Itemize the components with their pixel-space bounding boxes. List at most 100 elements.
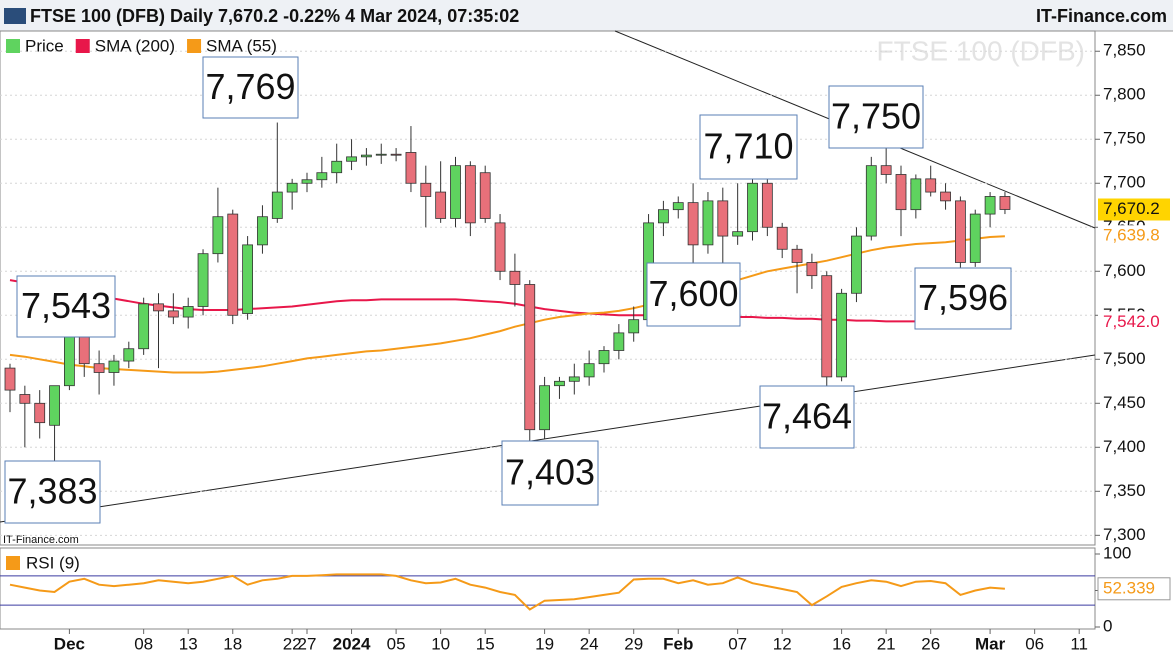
annotation: 7,769	[205, 66, 295, 107]
last-value-label: 7,670.2	[1103, 199, 1160, 218]
x-tick-label: Feb	[663, 634, 693, 653]
candle-body	[598, 350, 610, 365]
y-tick-label: 7,850	[1103, 41, 1146, 60]
y-tick-label: 7,500	[1103, 349, 1146, 368]
x-tick-label: 08	[134, 634, 153, 653]
candle-body	[212, 216, 224, 255]
sma-line	[9, 235, 1005, 374]
candle-body	[123, 348, 135, 362]
legend-swatch	[187, 39, 202, 53]
candle-body	[969, 213, 981, 263]
annotation: 7,543	[21, 285, 111, 326]
candle-body	[747, 182, 758, 233]
candle-body	[34, 402, 46, 424]
candle-body	[375, 153, 387, 156]
candle-body	[64, 332, 75, 387]
last-value-box	[1098, 225, 1170, 248]
candle-body	[242, 244, 254, 314]
y-tick-label: 7,750	[1103, 129, 1146, 148]
candle-body	[19, 394, 31, 404]
annotation: 7,596	[918, 277, 1008, 318]
candle-body	[390, 153, 402, 156]
annotation-box	[202, 56, 299, 119]
y-tick-label: 7,300	[1103, 525, 1146, 544]
annotation: 7,710	[703, 126, 793, 167]
annotation-box	[4, 460, 101, 524]
header-bar	[0, 0, 1173, 31]
last-value-box	[1098, 311, 1170, 334]
annotation-box	[699, 114, 798, 180]
x-tick-label: 10	[431, 634, 450, 653]
candle-body	[420, 182, 432, 197]
candle-body	[435, 191, 447, 219]
candle-body	[49, 385, 60, 426]
candle-body	[93, 363, 105, 373]
candle-body	[821, 275, 833, 378]
y-tick-label: 7,800	[1103, 85, 1146, 104]
y-tick-label: 7,350	[1103, 481, 1146, 500]
y-tick-label: 7,700	[1103, 173, 1146, 192]
legend-label: RSI (9)	[26, 553, 80, 572]
x-tick-label: 18	[223, 634, 242, 653]
y-tick-label: 0	[1103, 616, 1112, 635]
annotation: 7,464	[762, 396, 852, 437]
x-tick-label: Mar	[975, 634, 1006, 653]
trend-line	[0, 354, 1096, 523]
x-tick-label: 05	[387, 634, 406, 653]
x-tick-label: 15	[476, 634, 495, 653]
candle-body	[4, 367, 16, 391]
candle-body	[494, 222, 506, 272]
candle-body	[851, 235, 862, 294]
candle-body	[301, 179, 313, 184]
chart-title: FTSE 100 (DFB) Daily 7,670.2 -0.22% 4 Ma…	[30, 6, 519, 26]
candle-body	[940, 191, 951, 202]
candle-body	[925, 178, 937, 193]
candle-body	[539, 385, 550, 431]
annotation-box	[646, 262, 741, 327]
annotation-box	[16, 275, 116, 338]
candle-body	[524, 284, 536, 431]
candle-body	[984, 196, 996, 215]
annotation-box	[759, 385, 855, 449]
candle-body	[761, 182, 773, 228]
annotation-box	[828, 85, 924, 149]
candle-body	[628, 319, 640, 334]
annotation: 7,383	[7, 471, 97, 512]
candle-body	[583, 363, 595, 378]
candle-body	[108, 360, 120, 373]
last-value-label: 52.339	[1103, 578, 1155, 597]
candle-body	[910, 178, 922, 211]
candle-body	[568, 376, 580, 382]
candle-body	[197, 253, 209, 307]
candle-body	[316, 172, 328, 181]
candle-body	[658, 209, 669, 224]
x-tick-label: 27	[298, 634, 317, 653]
candle-body	[450, 165, 461, 219]
x-tick-label: 11	[1070, 634, 1088, 653]
y-tick-label: 100	[1103, 543, 1131, 562]
candle-body	[346, 156, 357, 162]
y-tick-label: 7,600	[1103, 261, 1146, 280]
rsi-line	[9, 573, 1005, 611]
last-value-box	[1098, 198, 1170, 221]
candle-body	[836, 292, 847, 378]
x-tick-label: 24	[580, 634, 599, 653]
candle-body	[227, 213, 239, 316]
x-tick-label: 13	[179, 634, 198, 653]
price-panel	[0, 30, 1096, 546]
candle-body	[955, 200, 966, 263]
legend-label: SMA (55)	[206, 36, 277, 55]
candle-body	[672, 202, 684, 211]
candle-body	[806, 262, 818, 277]
candle-body	[153, 303, 164, 312]
candle-body	[776, 226, 788, 250]
rsi-panel	[0, 547, 1096, 630]
candle-body	[880, 165, 892, 175]
last-value-label: 7,639.8	[1103, 226, 1160, 245]
x-tick-label: 19	[535, 634, 554, 653]
legend-swatch	[6, 39, 20, 53]
candle-body	[138, 303, 150, 350]
candle-body	[687, 202, 699, 246]
candle-body	[182, 306, 194, 318]
x-tick-label: 26	[921, 634, 940, 653]
